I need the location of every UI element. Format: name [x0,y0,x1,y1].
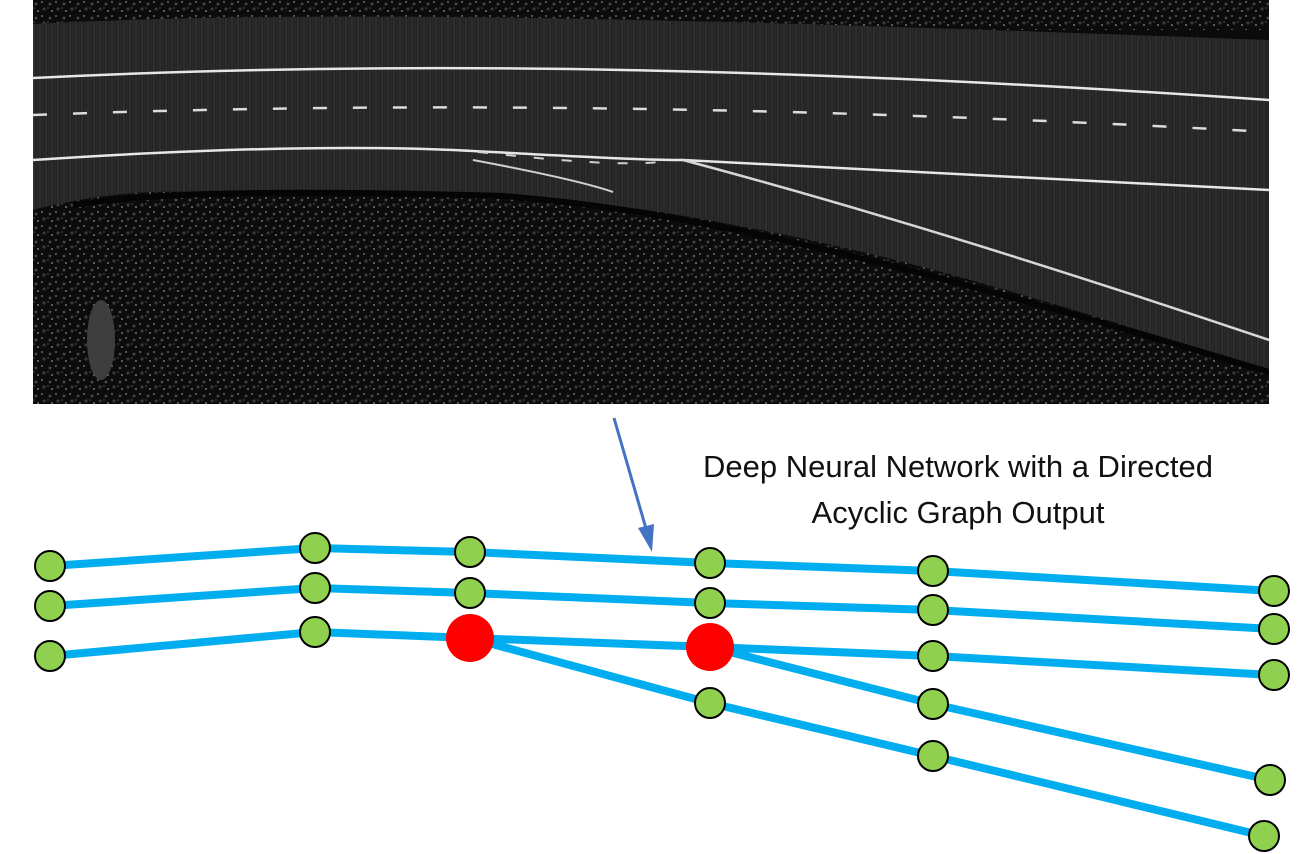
dag-edge-path-3 [46,628,1278,679]
graph-node [299,616,331,648]
graph-node [299,532,331,564]
branch-node [686,623,734,671]
graph-node [694,687,726,719]
caption-line-1: Deep Neural Network with a Directed [703,449,1213,484]
graph-node [917,555,949,587]
dag-nodes [34,532,1290,852]
arrow-shaft [612,417,649,533]
branch-node [446,614,494,662]
graph-node [454,536,486,568]
dag-edge-path-2 [46,584,1278,633]
graph-node [299,572,331,604]
graph-node [917,594,949,626]
graph-node [34,640,66,672]
caption-line-2: Acyclic Graph Output [811,495,1105,530]
graph-node [34,590,66,622]
graph-node [454,577,486,609]
graph-node [917,740,949,772]
lidar-road-image [33,0,1269,404]
graph-node [694,587,726,619]
lidar-road-icon [33,0,1269,404]
graph-node [1258,613,1290,645]
dag-edge-path-1 [46,544,1278,595]
graph-node [1258,575,1290,607]
graph-node [917,688,949,720]
graph-node [1248,820,1280,852]
graph-node [1258,659,1290,691]
graph-node [694,547,726,579]
arrow-head [638,524,654,552]
dag-edges [46,544,1278,840]
caption: Deep Neural Network with a Directed Acyc… [618,444,1297,536]
graph-node [1254,764,1286,796]
dag-edge-path-4 [466,634,1268,840]
graph-node [917,640,949,672]
graph-node [34,550,66,582]
